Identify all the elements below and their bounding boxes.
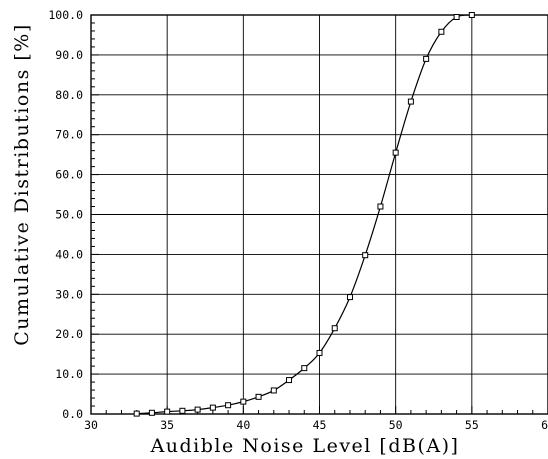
data-point: [286, 377, 293, 384]
y-tick-label: 20.0: [55, 327, 83, 341]
x-tick-label: 40: [236, 418, 250, 432]
data-point: [362, 252, 369, 259]
data-point: [179, 407, 186, 414]
x-tick-label: 55: [465, 418, 479, 432]
x-tick-label: 50: [389, 418, 403, 432]
data-point: [194, 406, 201, 413]
plot-frame: [90, 14, 548, 415]
y-tick-label: 40.0: [55, 247, 83, 261]
y-tick-label: 50.0: [55, 208, 83, 222]
grid: [91, 15, 548, 414]
y-tick-label: 80.0: [55, 88, 83, 102]
data-point: [164, 408, 171, 415]
x-axis-title: Audible Noise Level [dB(A)]: [150, 435, 460, 457]
data-point: [148, 409, 155, 416]
y-axis-title: Cumulative Distributions [%]: [11, 23, 33, 345]
data-point: [255, 393, 262, 400]
data-point: [438, 28, 445, 35]
data-point: [453, 14, 460, 20]
data-point: [301, 365, 308, 372]
data-point: [468, 12, 475, 18]
data-points: [133, 12, 475, 417]
data-point: [209, 404, 216, 411]
y-tick-label: 0.0: [62, 407, 83, 421]
y-tick-label: 100.0: [48, 8, 83, 22]
data-point: [316, 349, 323, 356]
x-axis-tick-labels: 30 35 40 45 50 55 60: [84, 418, 548, 432]
data-point: [346, 294, 353, 301]
data-point: [270, 387, 277, 394]
data-point: [407, 98, 414, 105]
x-tick-label: 30: [84, 418, 98, 432]
data-point: [377, 203, 384, 210]
data-point: [133, 410, 140, 417]
data-point: [240, 398, 247, 405]
data-point: [392, 149, 399, 156]
y-tick-label: 10.0: [55, 367, 83, 381]
y-tick-label: 30.0: [55, 287, 83, 301]
x-tick-label: 45: [313, 418, 327, 432]
x-tick-label: 35: [160, 418, 174, 432]
data-point: [225, 402, 232, 409]
data-point: [331, 325, 338, 332]
y-tick-label: 60.0: [55, 168, 83, 182]
y-tick-label: 70.0: [55, 128, 83, 142]
data-point: [423, 55, 430, 62]
y-axis-tick-labels: 0.0 10.0 20.0 30.0 40.0 50.0 60.0 70.0 80.0 90.0 1…: [48, 8, 83, 421]
x-tick-label: 60: [541, 418, 548, 432]
y-tick-label: 90.0: [55, 48, 83, 62]
